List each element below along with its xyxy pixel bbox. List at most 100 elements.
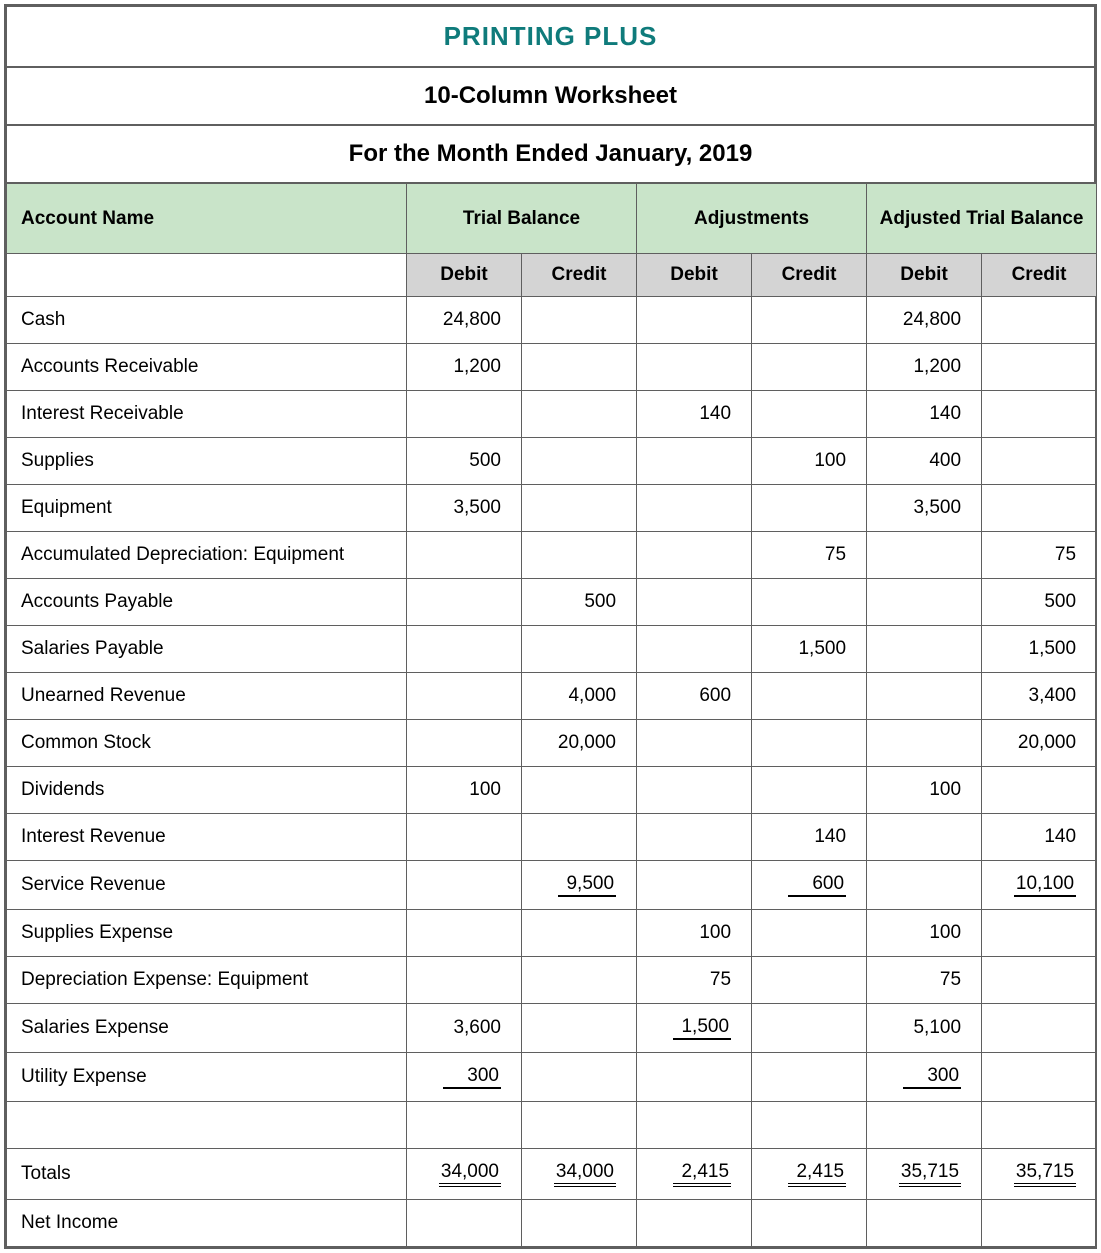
value-cell: 1,500: [637, 1004, 752, 1053]
value-cell: 24,800: [407, 297, 522, 344]
value-cell: [637, 532, 752, 579]
section-header-row: Account Name Trial Balance Adjustments A…: [7, 184, 1097, 254]
col-adj-debit: Debit: [637, 254, 752, 297]
value-cell: 34,000: [522, 1149, 637, 1200]
value-cell: [407, 1200, 522, 1247]
value-cell: [637, 1200, 752, 1247]
value-cell: 600: [637, 673, 752, 720]
value-cell: [522, 532, 637, 579]
value-cell: [867, 814, 982, 861]
table-row: Interest Receivable 140 140: [7, 391, 1097, 438]
value-cell: [752, 910, 867, 957]
value-cell: 1,200: [867, 344, 982, 391]
table-row: Salaries Payable 1,500 1,500: [7, 626, 1097, 673]
value-cell: [982, 1200, 1097, 1247]
table-row: Service Revenue 9,500 600 10,100: [7, 861, 1097, 910]
value-cell: 24,800: [867, 297, 982, 344]
value-cell: 35,715: [982, 1149, 1097, 1200]
value-cell: [522, 1200, 637, 1247]
value-cell: 75: [982, 532, 1097, 579]
account-cell: Accumulated Depreciation: Equipment: [7, 532, 407, 579]
value-cell: [752, 1053, 867, 1102]
value-cell: [407, 626, 522, 673]
table-row: Cash24,800 24,800: [7, 297, 1097, 344]
value-cell: [522, 1053, 637, 1102]
table-row: Supplies500 100400: [7, 438, 1097, 485]
value-cell: [982, 438, 1097, 485]
value-cell: 3,600: [407, 1004, 522, 1053]
value-cell: [522, 391, 637, 438]
value-cell: [982, 1102, 1097, 1149]
col-account-name: Account Name: [7, 184, 407, 254]
value-cell: 100: [637, 910, 752, 957]
value-cell: 1,500: [752, 626, 867, 673]
value-cell: [522, 344, 637, 391]
value-cell: [752, 297, 867, 344]
value-cell: [982, 485, 1097, 532]
value-cell: [407, 814, 522, 861]
value-cell: 140: [867, 391, 982, 438]
subtitle-row: 10-Column Worksheet: [6, 67, 1095, 125]
value-cell: [637, 814, 752, 861]
account-cell: Unearned Revenue: [7, 673, 407, 720]
worksheet-subtitle: 10-Column Worksheet: [424, 82, 677, 109]
value-cell: [637, 626, 752, 673]
account-cell: Accounts Payable: [7, 579, 407, 626]
value-cell: [752, 485, 867, 532]
table-row: Dividends100 100: [7, 767, 1097, 814]
value-cell: 140: [982, 814, 1097, 861]
value-cell: [752, 579, 867, 626]
value-cell: 75: [637, 957, 752, 1004]
company-title-row: PRINTING PLUS: [6, 6, 1095, 67]
col-atb-credit: Credit: [982, 254, 1097, 297]
account-cell: Dividends: [7, 767, 407, 814]
value-cell: [867, 579, 982, 626]
value-cell: [637, 344, 752, 391]
col-tb-credit: Credit: [522, 254, 637, 297]
value-cell: 100: [867, 767, 982, 814]
value-cell: [982, 391, 1097, 438]
value-cell: 300: [407, 1053, 522, 1102]
table-row: Supplies Expense 100 100: [7, 910, 1097, 957]
value-cell: [522, 814, 637, 861]
value-cell: [982, 910, 1097, 957]
value-cell: 400: [867, 438, 982, 485]
account-cell: Accounts Receivable: [7, 344, 407, 391]
value-cell: [637, 485, 752, 532]
account-cell: Utility Expense: [7, 1053, 407, 1102]
value-cell: [982, 1004, 1097, 1053]
value-cell: 5,100: [867, 1004, 982, 1053]
value-cell: [752, 344, 867, 391]
value-cell: [982, 957, 1097, 1004]
account-cell: Net Income: [7, 1200, 407, 1247]
account-cell: [7, 1102, 407, 1149]
value-cell: [522, 910, 637, 957]
value-cell: [982, 1053, 1097, 1102]
account-cell: Supplies Expense: [7, 910, 407, 957]
value-cell: [637, 1102, 752, 1149]
value-cell: [867, 673, 982, 720]
value-cell: [637, 767, 752, 814]
value-cell: [752, 1200, 867, 1247]
value-cell: [637, 297, 752, 344]
value-cell: [407, 861, 522, 910]
value-cell: [407, 1102, 522, 1149]
value-cell: [867, 626, 982, 673]
sub-header-row: Debit Credit Debit Credit Debit Credit: [7, 254, 1097, 297]
value-cell: [637, 579, 752, 626]
value-cell: 4,000: [522, 673, 637, 720]
value-cell: [407, 910, 522, 957]
value-cell: [752, 767, 867, 814]
account-cell: Salaries Payable: [7, 626, 407, 673]
worksheet-container: PRINTING PLUS 10-Column Worksheet For th…: [4, 4, 1097, 1249]
value-cell: [407, 532, 522, 579]
value-cell: [522, 485, 637, 532]
value-cell: 2,415: [637, 1149, 752, 1200]
value-cell: 140: [637, 391, 752, 438]
value-cell: [522, 1004, 637, 1053]
table-row: [7, 1102, 1097, 1149]
value-cell: [407, 720, 522, 767]
value-cell: [867, 861, 982, 910]
col-section-trial-balance: Trial Balance: [407, 184, 637, 254]
table-row: Unearned Revenue 4,000600 3,400: [7, 673, 1097, 720]
